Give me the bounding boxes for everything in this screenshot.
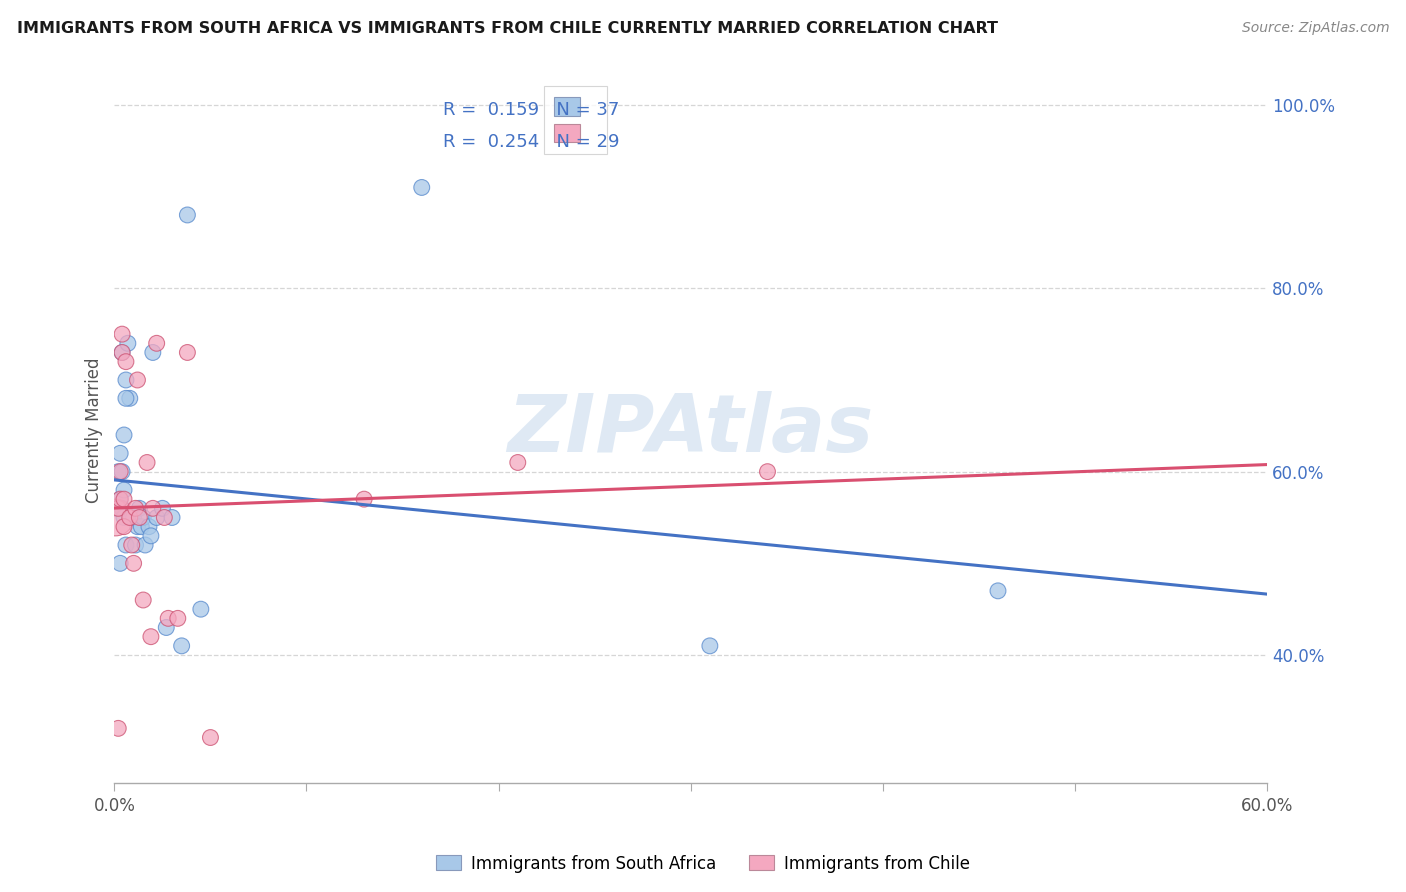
Point: [115, 538, 138, 552]
Legend:  ,  : ,: [544, 87, 607, 154]
Point: [108, 492, 131, 507]
Point: [108, 446, 131, 460]
Point: [111, 345, 134, 359]
Point: [176, 208, 198, 222]
Point: [699, 639, 721, 653]
Point: [108, 492, 131, 507]
Point: [118, 392, 141, 406]
Point: [105, 501, 128, 516]
Point: [111, 327, 134, 342]
Point: [353, 492, 375, 507]
Point: [112, 428, 135, 442]
Point: [132, 510, 155, 524]
Point: [190, 602, 212, 616]
Point: [136, 455, 159, 469]
Point: [122, 510, 145, 524]
Point: [115, 373, 138, 387]
Point: [155, 620, 177, 634]
Point: [145, 336, 167, 351]
Point: [127, 373, 149, 387]
Point: [152, 501, 174, 516]
Point: [987, 583, 1010, 598]
Point: [108, 557, 131, 571]
Point: [132, 593, 155, 607]
Point: [139, 529, 162, 543]
Point: [112, 510, 135, 524]
Text: R =  0.254   N = 29: R = 0.254 N = 29: [443, 134, 620, 152]
Point: [117, 336, 139, 351]
Point: [160, 510, 183, 524]
Point: [122, 557, 145, 571]
Point: [107, 465, 129, 479]
Point: [176, 345, 198, 359]
Point: [142, 501, 165, 516]
Point: [112, 492, 135, 507]
Point: [118, 510, 141, 524]
Text: ZIPAtlas: ZIPAtlas: [508, 392, 873, 469]
Text: Source: ZipAtlas.com: Source: ZipAtlas.com: [1241, 21, 1389, 35]
Point: [129, 519, 152, 533]
Point: [111, 345, 134, 359]
Point: [115, 392, 138, 406]
Point: [108, 465, 131, 479]
Point: [153, 510, 176, 524]
Point: [121, 538, 143, 552]
Point: [157, 611, 180, 625]
Point: [111, 465, 134, 479]
Point: [170, 639, 193, 653]
Point: [124, 538, 146, 552]
Point: [128, 510, 150, 524]
Point: [128, 501, 150, 516]
Y-axis label: Currently Married: Currently Married: [86, 358, 103, 503]
Point: [104, 510, 127, 524]
Point: [139, 630, 162, 644]
Point: [107, 501, 129, 516]
Point: [142, 345, 165, 359]
Point: [756, 465, 779, 479]
Point: [138, 519, 160, 533]
Point: [411, 180, 433, 194]
Point: [134, 538, 156, 552]
Point: [124, 501, 146, 516]
Point: [145, 510, 167, 524]
Point: [166, 611, 188, 625]
Point: [111, 501, 134, 516]
Point: [112, 519, 135, 533]
Point: [200, 731, 222, 745]
Text: IMMIGRANTS FROM SOUTH AFRICA VS IMMIGRANTS FROM CHILE CURRENTLY MARRIED CORRELAT: IMMIGRANTS FROM SOUTH AFRICA VS IMMIGRAN…: [17, 21, 998, 36]
Point: [115, 354, 138, 368]
Legend: Immigrants from South Africa, Immigrants from Chile: Immigrants from South Africa, Immigrants…: [429, 848, 977, 880]
Point: [112, 483, 135, 497]
Point: [506, 455, 529, 469]
Point: [121, 510, 143, 524]
Point: [107, 722, 129, 736]
Text: R =  0.159   N = 37: R = 0.159 N = 37: [443, 101, 619, 119]
Point: [127, 519, 149, 533]
